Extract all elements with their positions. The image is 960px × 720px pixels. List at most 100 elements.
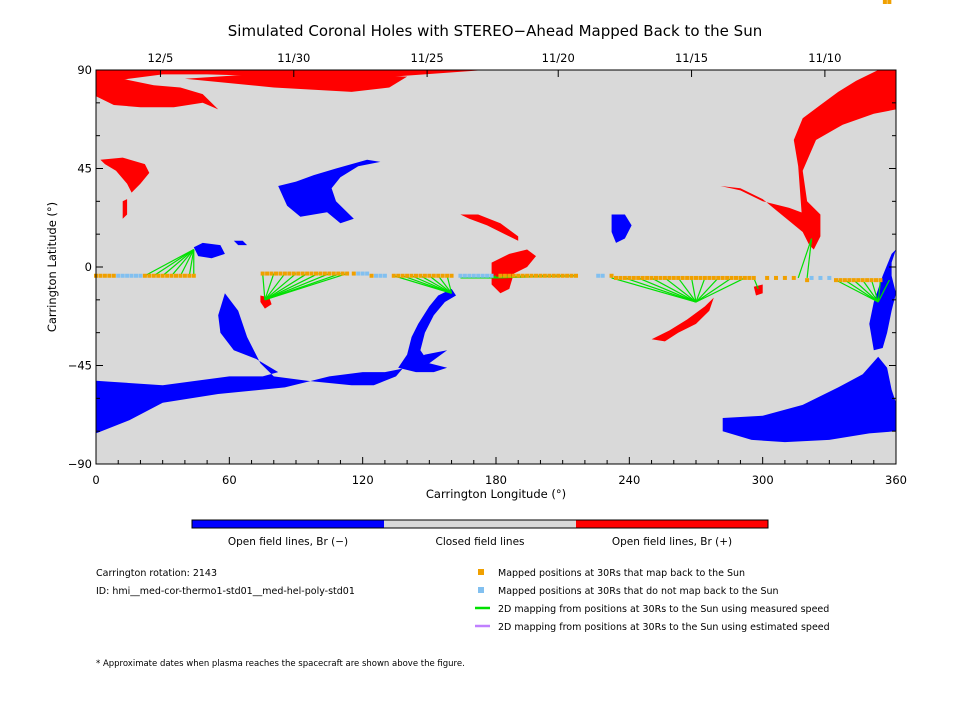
mapped-point (340, 271, 345, 276)
unmapped-point (476, 273, 481, 278)
mapped-point (645, 275, 650, 280)
unmapped-point (356, 271, 361, 276)
mapped-point (702, 275, 707, 280)
negative-coronal-hole (398, 288, 456, 373)
mapped-point (569, 273, 574, 278)
mapped-point (160, 273, 165, 278)
mapped-point (265, 271, 270, 276)
mapped-point (636, 275, 641, 280)
mapped-point (422, 273, 427, 278)
mapped-point (662, 275, 667, 280)
mapped-point (834, 278, 838, 283)
coronal-hole-regions (96, 70, 896, 443)
mapped-point (525, 273, 530, 278)
mapped-point (98, 273, 103, 278)
measured-speed-line (664, 277, 697, 303)
measured-speed-line (870, 279, 879, 303)
y-tick-label: 45 (77, 162, 92, 176)
mapped-point (107, 273, 112, 278)
mapped-point (165, 273, 170, 278)
measured-speed-line (264, 273, 330, 301)
mapped-point (622, 275, 627, 280)
colorbar-segment (576, 520, 768, 528)
mapped-point (502, 273, 507, 278)
negative-coronal-hole (611, 214, 632, 243)
mapped-point (618, 275, 623, 280)
mapped-point (431, 273, 436, 278)
unmapped-point (489, 273, 494, 278)
positive-coronal-hole (100, 157, 150, 193)
mapped-point (142, 273, 147, 278)
mapped-point (774, 275, 778, 280)
unmapped-point (360, 271, 365, 276)
mapped-point (838, 278, 843, 283)
measured-speed-line (162, 249, 195, 277)
measured-speed-line (862, 279, 879, 303)
measured-speed-line (264, 273, 286, 301)
negative-coronal-hole (278, 159, 381, 224)
colorbar-label: Open field lines, Br (+) (612, 536, 732, 548)
measured-speed-line (264, 272, 348, 301)
measured-speed-line (411, 275, 452, 294)
mapped-point (680, 275, 685, 280)
mapped-point (842, 278, 847, 283)
mapped-point (369, 273, 374, 278)
positive-coronal-hole (651, 297, 714, 342)
top-date-label: 12/5 (148, 51, 174, 65)
measured-speed-line (264, 273, 308, 301)
y-tick-label: 0 (85, 260, 92, 274)
mapped-point (791, 275, 796, 280)
x-tick-label: 60 (222, 473, 237, 487)
plot-area (94, 0, 897, 465)
mapped-point (174, 273, 178, 278)
mapped-point (414, 273, 418, 278)
positive-coronal-hole (96, 70, 219, 110)
negative-coronal-hole (96, 293, 448, 434)
mapped-point (418, 273, 423, 278)
mapped-point (538, 273, 543, 278)
unmapped-point (467, 273, 472, 278)
mapped-point (322, 271, 327, 276)
unmapped-point (458, 273, 463, 278)
measured-speed-line (264, 273, 319, 301)
legend-label: Mapped positions at 30Rs that map back t… (498, 568, 745, 579)
measured-speed-line (144, 248, 195, 277)
measured-speed-line (446, 275, 453, 294)
mapped-point (400, 273, 405, 278)
negative-coronal-hole (869, 249, 896, 351)
x-tick-label: 240 (618, 473, 640, 487)
measured-speed-line (695, 277, 732, 303)
measured-speed-line (677, 277, 697, 303)
x-tick-label: 360 (885, 473, 907, 487)
measured-speed-line (877, 280, 882, 303)
legend-label: 2D mapping from positions at 30Rs to the… (498, 604, 829, 615)
negative-coronal-hole (722, 356, 896, 443)
unmapped-point (827, 275, 832, 280)
mapped-point (560, 273, 565, 278)
x-tick-label: 300 (752, 473, 774, 487)
mapped-point (498, 273, 503, 278)
mapped-point (847, 278, 852, 283)
colorbar: Open field lines, Br (−) Closed field lin… (191, 519, 769, 548)
mapped-point (856, 278, 861, 283)
measured-speed-line (637, 277, 697, 303)
positive-coronal-hole (460, 214, 519, 241)
mapped-point (269, 271, 274, 276)
mapped-point (111, 273, 116, 278)
mapped-point (440, 273, 445, 278)
mapped-point (156, 273, 161, 278)
legend-label: Mapped positions at 30Rs that do not map… (498, 586, 779, 597)
mapped-point (751, 275, 756, 280)
colorbar-segment (384, 520, 576, 528)
mapped-point (649, 275, 654, 280)
mapped-point (102, 273, 107, 278)
measured-speed-line (179, 249, 195, 277)
mapped-point (551, 273, 556, 278)
mapped-point (300, 271, 305, 276)
mapped-point (351, 271, 356, 276)
x-tick-label: 120 (352, 473, 374, 487)
measured-speed-line (420, 275, 452, 294)
mapped-point (887, 0, 892, 4)
measured-speed-line (153, 248, 195, 277)
mapped-point (396, 273, 401, 278)
